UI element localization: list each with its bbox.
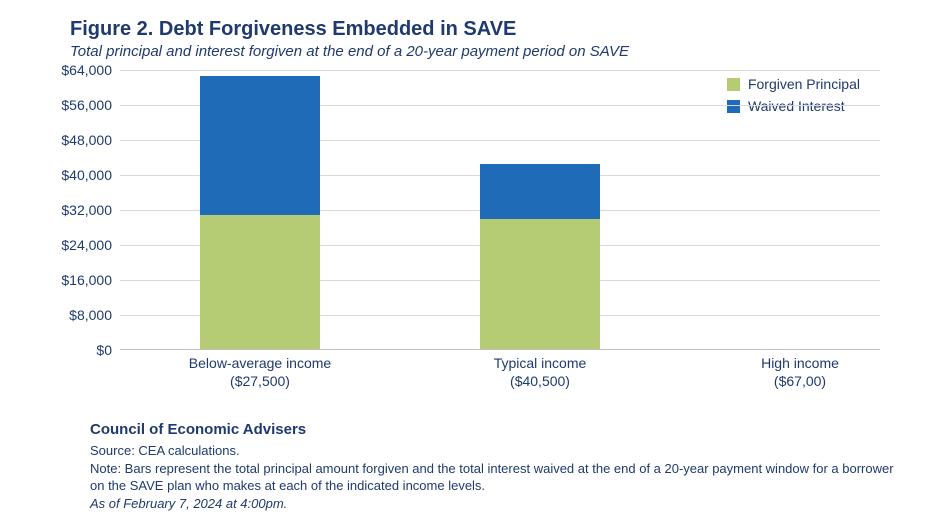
bar-segment-waived-interest <box>480 164 600 219</box>
chart-area: $0 $8,000 $16,000 $24,000 $32,000 $40,000 $48,… <box>50 70 900 380</box>
y-axis-label: $64,000 <box>50 62 112 78</box>
category-label: Below-average income($27,500) <box>160 355 360 390</box>
legend-label: Forgiven Principal <box>748 76 860 92</box>
chart-subtitle: Total principal and interest forgiven at… <box>70 43 901 60</box>
category-label-line1: High income <box>700 355 900 373</box>
y-axis-label: $32,000 <box>50 202 112 218</box>
legend-swatch <box>727 100 740 113</box>
footer-note: Note: Bars represent the total principal… <box>90 460 901 495</box>
chart-title: Figure 2. Debt Forgiveness Embedded in S… <box>70 18 901 41</box>
footer-org: Council of Economic Advisers <box>90 420 901 440</box>
y-axis-label: $8,000 <box>50 307 112 323</box>
category-label-line2: ($67,00) <box>700 373 900 391</box>
legend-item: Forgiven Principal <box>727 76 860 92</box>
category-label-line1: Typical income <box>440 355 640 373</box>
category-label-line2: ($27,500) <box>160 373 360 391</box>
category-label-line2: ($40,500) <box>440 373 640 391</box>
bar-stack <box>480 164 600 349</box>
footer-asof: As of February 7, 2024 at 4:00pm. <box>90 495 901 513</box>
bar-segment-waived-interest <box>200 76 320 215</box>
y-axis-label: $0 <box>50 342 112 358</box>
bar-stack <box>200 76 320 349</box>
category-label-line1: Below-average income <box>160 355 360 373</box>
bar-segment-forgiven-principal <box>480 219 600 349</box>
legend-item: Waived Interest <box>727 98 860 114</box>
y-axis-label: $24,000 <box>50 237 112 253</box>
legend-label: Waived Interest <box>748 98 845 114</box>
plot-area: Forgiven Principal Waived Interest <box>120 70 880 350</box>
y-axis-label: $16,000 <box>50 272 112 288</box>
y-axis-label: $40,000 <box>50 167 112 183</box>
legend: Forgiven Principal Waived Interest <box>727 76 860 120</box>
y-axis-label: $56,000 <box>50 97 112 113</box>
category-label: High income($67,00) <box>700 355 900 390</box>
footer-source: Source: CEA calculations. <box>90 442 901 460</box>
legend-swatch <box>727 78 740 91</box>
gridline <box>120 70 880 71</box>
category-label: Typical income($40,500) <box>440 355 640 390</box>
bar-segment-forgiven-principal <box>200 215 320 349</box>
y-axis-label: $48,000 <box>50 132 112 148</box>
chart-footer: Council of Economic Advisers Source: CEA… <box>90 420 901 512</box>
